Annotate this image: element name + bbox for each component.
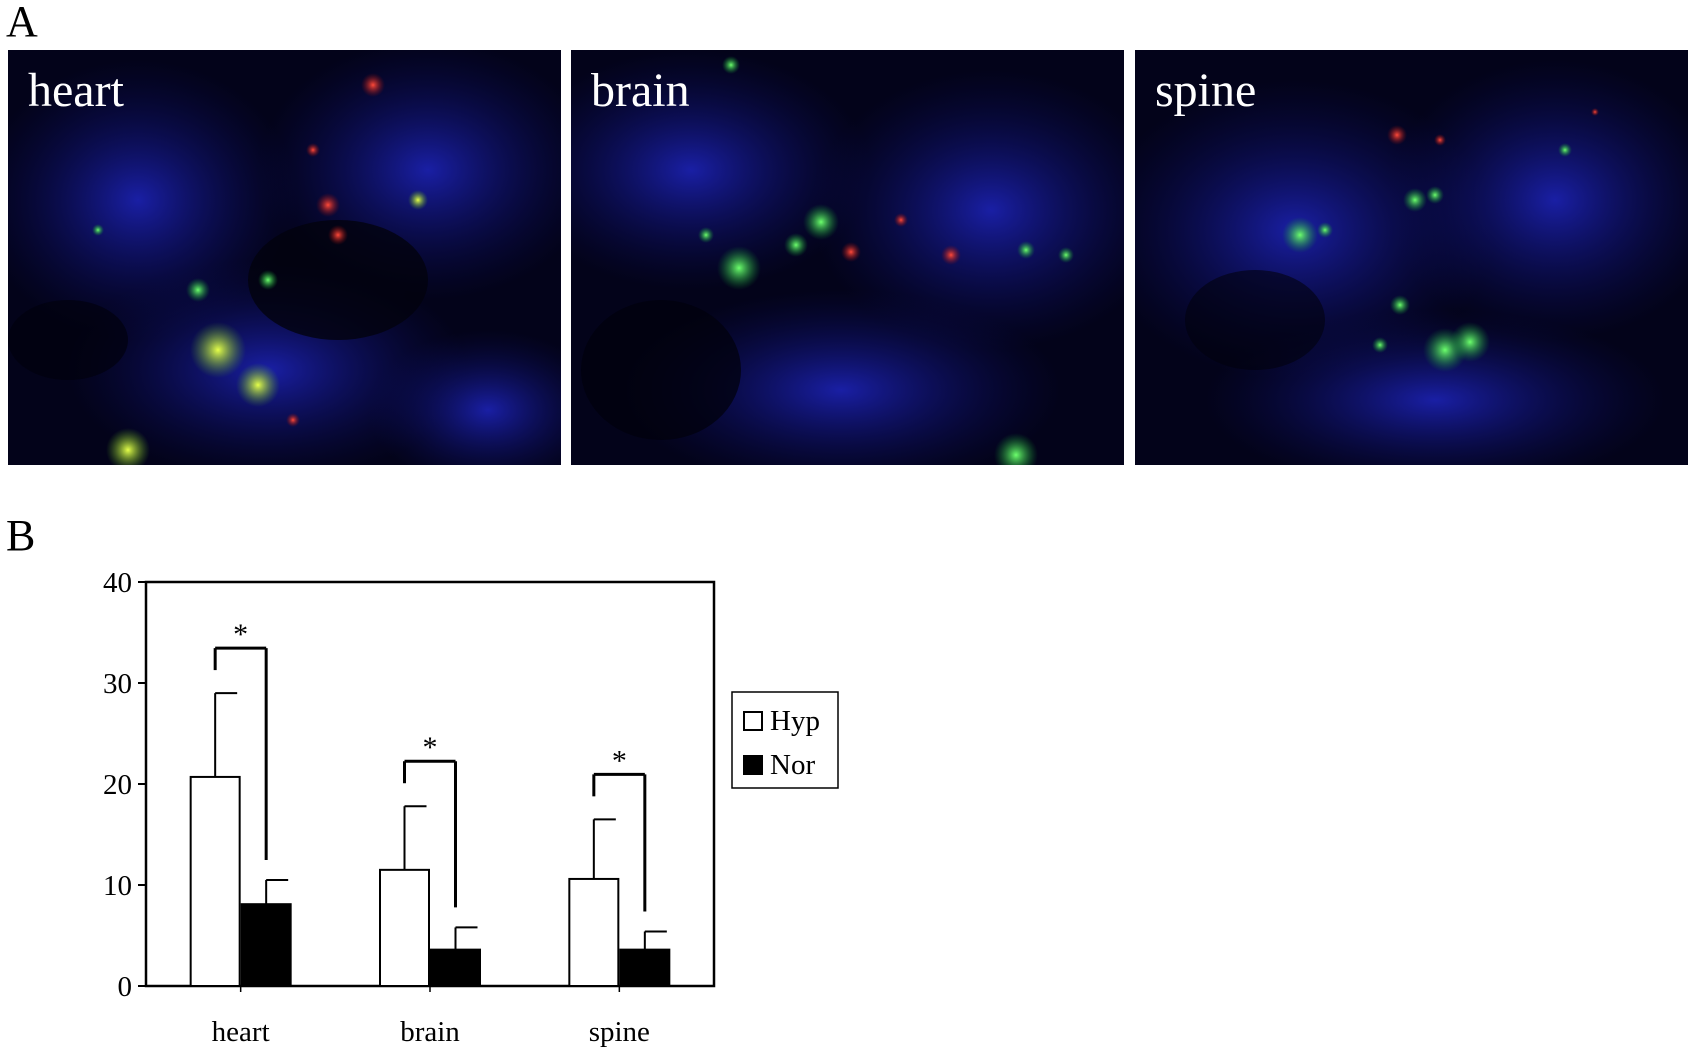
bar-hyp <box>379 868 430 988</box>
y-tick-label: 20 <box>103 769 132 801</box>
bar-hyp <box>568 877 620 987</box>
y-tick-label: 40 <box>103 567 132 599</box>
micrograph-brain-label: brain <box>591 64 690 117</box>
bar-nor <box>430 948 481 988</box>
y-tick-label: 30 <box>103 668 132 700</box>
significance-marker: * <box>612 744 627 777</box>
legend-swatch-nor <box>743 755 763 775</box>
bar-nor <box>240 903 292 987</box>
bar-hyp <box>189 775 241 987</box>
micrograph-heart-label: heart <box>28 64 124 117</box>
legend-label-nor: Nor <box>770 749 815 781</box>
significance-marker: * <box>423 731 438 764</box>
panel-b-label: B <box>6 511 36 560</box>
y-tick-label: 10 <box>103 870 132 902</box>
x-tick-label: brain <box>400 1016 460 1048</box>
micrograph-spine: spine <box>1135 50 1688 465</box>
micrograph-heart: heart <box>8 50 561 465</box>
micrograph-heart-image <box>8 50 561 465</box>
x-tick-label: heart <box>212 1016 270 1048</box>
significance-marker: * <box>233 618 248 651</box>
y-tick-label: 0 <box>118 971 133 1003</box>
legend-label-hyp: Hyp <box>770 705 820 737</box>
bar-nor <box>619 948 671 988</box>
bar-chart: 0 10 20 30 40 heart * brain * spine * Hyp Nor <box>60 560 880 1055</box>
micrograph-brain: brain <box>571 50 1124 465</box>
micrograph-brain-image <box>571 50 1124 465</box>
legend-swatch-hyp <box>743 711 763 731</box>
panel-a-label: A <box>6 0 38 46</box>
micrograph-spine-image <box>1135 50 1688 465</box>
micrograph-spine-label: spine <box>1155 64 1257 117</box>
x-tick-label: spine <box>589 1016 650 1048</box>
bar-chart-svg: 0 10 20 30 40 heart * brain * spine * Hyp Nor <box>103 567 839 1048</box>
